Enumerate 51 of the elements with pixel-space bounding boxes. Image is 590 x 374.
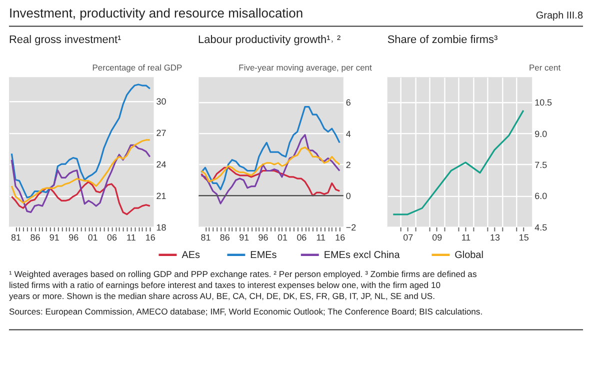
y-tick-label: 21 [156,190,166,201]
x-tick-label: 01 [277,232,288,242]
y-tick-label: 4.5 [534,222,548,232]
y-tick-label: −2 [346,222,356,232]
chart-title: Labour productivity growth¹˒ ² [198,34,342,46]
y-tick-label: 24 [156,160,166,170]
text: Graph III.8 [536,10,584,22]
legend-label: EMEs [250,250,277,261]
x-tick-label: 86 [30,232,40,242]
x-tick-label: 16 [335,232,346,242]
x-tick-label: 11 [126,232,136,242]
x-tick-label: 11 [461,232,471,242]
legend-label: EMEs excl China [324,250,400,261]
y-tick-label: 6.0 [534,191,548,202]
y-tick-label: 0 [346,191,351,202]
x-tick-label: 13 [490,232,500,242]
x-tick-label: 96 [68,232,79,242]
y-tick-label: 4 [346,128,351,139]
y-tick-label: 9.0 [534,128,548,139]
text: ¹ Weighted averages based on rolling GDP and PPP exchange rates. ² Per person employed. ³ Zombie firms are defined as [8,268,477,279]
y-tick-label: 18 [156,222,166,232]
text: listed firms with a ratio of earnings before interest and taxes to interest expenses below one, with the firm aged 10 years or more. Shown is the median share across AU, BE, CA, CH, DE, DK, ES, FR, GB, IT, JP, NL, SE and US. [8,280,441,301]
x-tick-label: 16 [145,232,156,242]
legend-label: Global [454,250,484,261]
y-tick-label: 10.5 [534,98,552,108]
x-tick-label: 09 [432,232,442,242]
chart-title: Share of zombie firms³ [387,34,498,46]
x-tick-label: 91 [49,232,60,242]
x-tick-label: 06 [296,232,307,242]
y-tick-label: 30 [156,96,166,107]
x-tick-label: 01 [88,232,98,242]
x-tick-label: 11 [316,232,326,242]
x-tick-label: 91 [239,232,250,242]
legend-label: AEs [182,250,200,261]
y-tick-label: 7.5 [534,160,548,170]
x-tick-label: 06 [107,232,117,242]
y-tick-label: 27 [156,128,166,138]
x-tick-label: 81 [11,232,22,242]
x-tick-label: 81 [200,232,211,242]
x-tick-label: 15 [518,232,529,242]
x-tick-label: 96 [258,232,268,242]
y-axis-title: Per cent [529,62,562,73]
y-axis-title: Percentage of real GDP [92,62,183,73]
source-note: Sources: European Commission, AMECO database; IMF, World Economic Outlook; The Conference Board; BIS calculations. [8,306,483,317]
x-tick-label: 07 [403,232,414,242]
y-tick-label: 6 [346,98,351,108]
y-axis-title: Five-year moving average, per cent [238,62,373,73]
text: Investment, productivity and resource misallocation [8,5,304,20]
x-tick-label: 86 [220,232,230,242]
y-tick-label: 2 [346,160,351,170]
chart-title: Real gross investment¹ [8,34,122,46]
